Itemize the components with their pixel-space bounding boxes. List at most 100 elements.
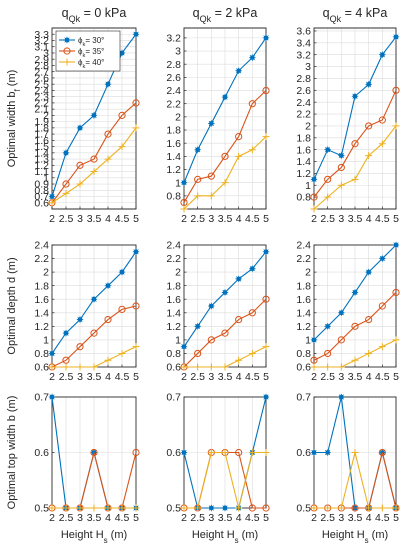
y-tick-label: 1.3 [34, 154, 49, 166]
x-tick-label: 2 [181, 213, 187, 225]
data-point [132, 248, 140, 255]
data-point [365, 81, 372, 88]
x-tick-label: 4.5 [375, 512, 390, 524]
data-point [310, 504, 318, 512]
data-point [310, 176, 318, 183]
data-point [351, 449, 359, 456]
data-point [365, 268, 372, 276]
data-point [221, 504, 229, 512]
series-3 [180, 133, 270, 213]
data-point [48, 393, 56, 401]
y-tick-label: 1.4 [166, 151, 181, 163]
x-tick-label: 2.5 [59, 213, 74, 225]
x-tick-label: 4.5 [245, 512, 260, 524]
data-point [118, 268, 126, 276]
data-point [104, 155, 112, 163]
data-point [180, 504, 188, 512]
data-point [132, 343, 140, 351]
panel-r1-c3: 2 2.5 3 3.5 4 4.5 50.811.21.41.61.822.22.42.62… [296, 26, 400, 225]
data-point [392, 504, 400, 512]
x-tick-label: 4 [236, 512, 242, 524]
data-point [48, 193, 56, 200]
data-point [180, 363, 188, 371]
y-tick-label: 0.7 [166, 392, 181, 404]
y-tick-label: 0.6 [166, 447, 181, 459]
plot-border [313, 244, 397, 368]
x-tick-label: 2.5 [320, 512, 335, 524]
panel-r2-c2: 2 2.5 3 3.5 4 4.5 50.60.811.21.41.61.822.22.4 [166, 240, 270, 383]
x-axis-label-3-main: Height H [322, 529, 365, 541]
y-tick-label: 2.4 [34, 240, 49, 252]
data-point [338, 393, 345, 401]
x-tick-label: 4.5 [245, 371, 260, 383]
y-tick-label: 2.5 [34, 79, 49, 91]
data-point [262, 449, 270, 456]
column-title-3-subscript: Qk [330, 14, 342, 24]
y-tick-label: 2.2 [296, 253, 311, 265]
x-tick-label: 4 [105, 371, 111, 383]
series-3 [180, 343, 270, 371]
y-tick-label: 2.4 [296, 97, 311, 109]
x-tick-label: 4.5 [115, 512, 130, 524]
legend-label-rest: = 35° [85, 47, 104, 56]
x-tick-label: 2 [49, 512, 55, 524]
x-tick-label: 2 [181, 512, 187, 524]
row-label-1-main: Optimal width b [6, 91, 18, 167]
y-tick-label: 2.2 [34, 253, 49, 265]
x-tick-label: 4 [366, 512, 372, 524]
x-tick-label: 3 [208, 512, 214, 524]
data-point [392, 122, 400, 130]
data-point [392, 33, 400, 41]
column-title-2-main: q [193, 6, 200, 20]
data-point [221, 93, 229, 101]
data-point [132, 504, 140, 512]
y-tick-label: 1 [305, 180, 311, 192]
y-tick-label: 3.3 [34, 29, 49, 41]
y-tick-label: 3 [305, 61, 311, 73]
y-tick-label: 2.2 [296, 109, 311, 121]
y-tick-label: 2.2 [166, 253, 181, 265]
x-axis-label-2: Height Hs (m) [192, 529, 258, 545]
series-1 [180, 34, 270, 186]
y-tick-label: 1.8 [166, 125, 181, 137]
data-point [180, 179, 188, 186]
data-point [180, 205, 188, 213]
y-tick-label: 3 [175, 46, 181, 58]
data-point [118, 143, 126, 151]
data-point [324, 504, 332, 512]
series-3 [48, 124, 140, 207]
legend-entry-2: ϕk= 35° [59, 47, 104, 59]
y-tick-label: 0.8 [296, 192, 311, 204]
data-point [365, 122, 373, 130]
row-label-3-main: Optimal top width b (m) [6, 396, 18, 510]
data-point [208, 120, 215, 127]
y-tick-label: 3 [43, 48, 49, 60]
data-point [104, 282, 112, 289]
data-point [194, 323, 201, 330]
legend-label: ϕk= 35° [78, 47, 104, 59]
series-1 [310, 241, 400, 344]
x-tick-label: 4 [236, 371, 242, 383]
data-point [249, 265, 256, 272]
x-tick-label: 2 [49, 371, 55, 383]
data-point [392, 336, 400, 344]
data-point [337, 363, 345, 371]
column-title-1: qQk = 0 kPa [62, 6, 127, 24]
column-title-3-main: q [323, 6, 330, 20]
series-1 [180, 248, 270, 350]
legend-label-subscript: k [82, 64, 85, 70]
y-tick-label: 2.2 [166, 98, 181, 110]
x-axis-label-1-rest: (m) [108, 529, 128, 541]
data-point [310, 205, 318, 213]
data-point [235, 448, 243, 457]
data-point [62, 180, 70, 188]
data-point [337, 336, 345, 344]
y-tick-label: 2 [175, 267, 181, 279]
data-point [351, 175, 359, 183]
y-tick-label: 2.6 [296, 85, 311, 97]
x-tick-label: 3.5 [348, 371, 363, 383]
y-tick-label: 2.7 [34, 66, 49, 78]
x-axis-label-3: Height Hs (m) [322, 529, 388, 545]
y-tick-label: 0.6 [34, 447, 49, 459]
y-tick-label: 0.6 [296, 447, 311, 459]
